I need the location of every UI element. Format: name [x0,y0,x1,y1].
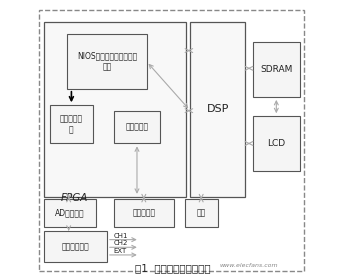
FancyBboxPatch shape [253,116,299,171]
FancyBboxPatch shape [190,22,245,197]
Text: 时钟控制电
路: 时钟控制电 路 [60,115,83,134]
Text: SDRAM: SDRAM [260,65,293,74]
Text: LCD: LCD [267,139,285,148]
FancyBboxPatch shape [67,34,147,89]
Text: NIOS、存储器以及逻辑控
制器: NIOS、存储器以及逻辑控 制器 [77,52,137,71]
FancyBboxPatch shape [253,43,299,97]
Text: 键盘: 键盘 [197,209,206,218]
FancyBboxPatch shape [185,200,218,227]
Text: 总线控制器: 总线控制器 [126,123,149,132]
Text: AD转换电路: AD转换电路 [55,209,85,218]
FancyBboxPatch shape [114,200,174,227]
FancyBboxPatch shape [44,22,186,197]
FancyBboxPatch shape [50,105,93,144]
FancyBboxPatch shape [39,10,304,270]
FancyBboxPatch shape [44,200,96,227]
Text: www.elecfans.com: www.elecfans.com [220,263,278,268]
Text: 前端调理电路: 前端调理电路 [62,242,89,251]
Text: 接口控制器: 接口控制器 [132,209,155,218]
Text: EXT: EXT [114,248,127,254]
Text: CH1: CH1 [114,233,128,239]
Text: FPGA: FPGA [60,193,88,203]
Text: DSP: DSP [206,104,229,114]
Text: 图1  数字示波器硬件系统: 图1 数字示波器硬件系统 [135,263,210,273]
FancyBboxPatch shape [114,111,160,144]
FancyBboxPatch shape [44,231,107,262]
Text: CH2: CH2 [114,240,128,246]
